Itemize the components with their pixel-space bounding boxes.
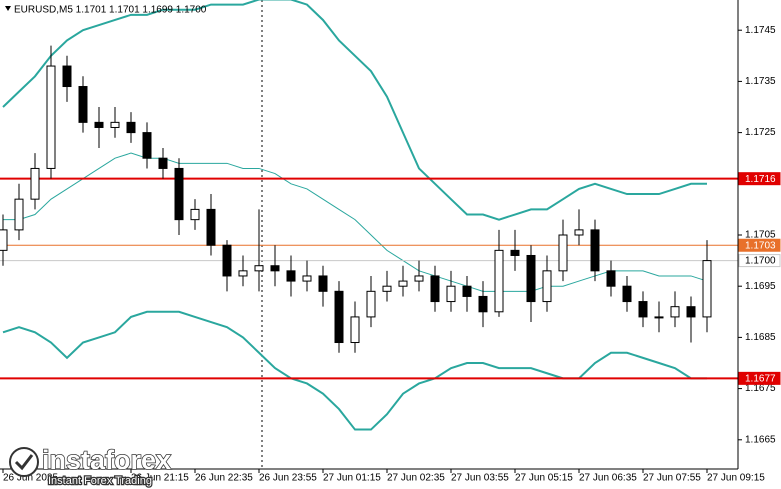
candle-body	[638, 301, 648, 318]
watermark: instaforex Instant Forex Trading	[9, 444, 172, 488]
candle-body	[334, 290, 344, 344]
candle-body	[494, 249, 504, 313]
logo-brand: instaforex	[42, 445, 171, 475]
candle-body	[542, 270, 552, 303]
level-label: 1.1703	[745, 240, 776, 251]
candle-body	[398, 280, 408, 287]
x-tick-label: 26 Jun 22:35	[195, 473, 253, 484]
level-label: 1.1700	[745, 256, 776, 267]
candle-body	[430, 275, 440, 303]
candle-body	[590, 229, 600, 272]
x-tick-label: 27 Jun 06:35	[579, 473, 637, 484]
candle-body	[558, 234, 568, 272]
x-tick-label: 26 Jun 2025	[3, 473, 58, 484]
candle-body	[318, 275, 328, 292]
level-label-box	[738, 172, 781, 186]
x-tick-label: 27 Jun 02:35	[387, 473, 445, 484]
candle-body	[110, 121, 120, 128]
candle-body	[190, 208, 200, 221]
y-tick-label: 1.1675	[745, 383, 776, 394]
y-tick-label: 1.1695	[745, 281, 776, 292]
logo-icon	[9, 447, 39, 477]
candle-body	[206, 208, 216, 246]
y-tick-label: 1.1725	[745, 127, 776, 138]
candle-body	[46, 65, 56, 169]
x-tick-label: 26 Jun 21:15	[131, 473, 189, 484]
middle-band	[3, 152, 708, 292]
candle-body	[270, 265, 280, 272]
candle-body	[702, 260, 712, 318]
x-tick-label: 27 Jun 09:15	[707, 473, 765, 484]
candle-body	[606, 270, 616, 287]
candle-body	[510, 249, 520, 256]
candle-body	[238, 270, 248, 277]
candle-body	[0, 229, 8, 251]
title-arrow	[5, 6, 11, 11]
candle-body	[574, 229, 584, 236]
candle-body	[62, 65, 72, 88]
candle-body	[670, 306, 680, 318]
candle-body	[158, 157, 168, 169]
candle-body	[302, 275, 312, 282]
candle-body	[654, 316, 664, 319]
candle-body	[414, 275, 424, 282]
chart-title: EURUSD,M5 1.1701 1.1701 1.1699 1.1700	[14, 5, 207, 16]
candle-body	[78, 86, 88, 123]
candle-body	[94, 121, 104, 128]
candle-body	[686, 306, 696, 318]
candle-body	[174, 167, 184, 221]
candle-body	[446, 285, 456, 303]
candle-body	[478, 295, 488, 313]
x-tick-label: 27 Jun 01:15	[323, 473, 381, 484]
lower-band	[2, 310, 707, 431]
level-label-box	[738, 254, 781, 268]
candle-body	[126, 121, 136, 134]
y-tick-label: 1.1665	[745, 434, 776, 445]
candle-body	[350, 316, 360, 344]
candle-body	[286, 270, 296, 282]
y-tick-label: 1.1685	[745, 332, 776, 343]
logo-check	[14, 454, 34, 471]
plot-area	[0, 0, 738, 469]
logo-tagline: Instant Forex Trading	[48, 475, 152, 487]
y-tick-label: 1.1735	[745, 76, 776, 87]
x-tick-label: 27 Jun 07:55	[643, 473, 701, 484]
level-label: 1.1716	[745, 174, 776, 185]
x-tick-label: 27 Jun 03:55	[451, 473, 509, 484]
y-tick-label: 1.1745	[745, 25, 776, 36]
candle-body	[254, 265, 264, 272]
candle-body	[14, 198, 24, 231]
level-label-box	[738, 238, 781, 252]
candle-body	[30, 167, 40, 200]
candle-body	[382, 285, 392, 292]
upper-band	[2, 0, 707, 221]
candle-body	[526, 254, 536, 303]
x-tick-label: 27 Jun 05:15	[515, 473, 573, 484]
candle-body	[366, 290, 376, 318]
level-label: 1.1677	[745, 373, 776, 384]
level-label-box	[738, 371, 781, 385]
candle-body	[142, 132, 152, 159]
x-tick-label: 26 Jun 23:55	[259, 473, 317, 484]
candle-body	[462, 285, 472, 297]
candle-body	[222, 244, 232, 277]
y-tick-label: 1.1705	[745, 230, 776, 241]
candle-body	[622, 285, 632, 303]
